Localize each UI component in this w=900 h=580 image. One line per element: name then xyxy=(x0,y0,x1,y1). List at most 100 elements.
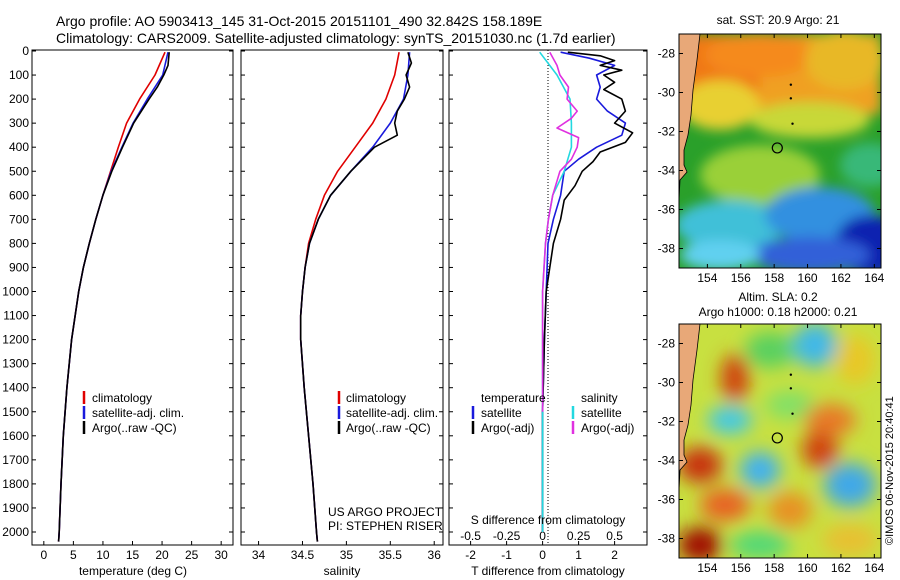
map-x-tick-label: 154 xyxy=(697,561,717,575)
legend-label-argo: Argo(..raw -QC) xyxy=(92,421,177,435)
australia-coastline-land xyxy=(679,34,700,268)
series-line-s-satellite xyxy=(539,51,573,532)
series-line-t-argo-adj- xyxy=(541,51,634,532)
sla-map: Altim. SLA: 0.2 Argo h1000: 0.18 h2000: … xyxy=(658,290,885,575)
series-line-argo-raw-qc- xyxy=(299,51,413,542)
x-tick-label: -1 xyxy=(501,548,512,562)
map-x-tick-label: 164 xyxy=(864,271,884,285)
x-tick-label: 35.5 xyxy=(379,548,403,562)
x-tick-label: 10 xyxy=(96,548,110,562)
legend-title-temperature: temperature xyxy=(481,391,546,405)
y-tick-label: 1800 xyxy=(2,477,29,491)
australia-coastline-land xyxy=(679,324,700,558)
figure-title-line1: Argo profile: AO 5903413_145 31-Oct-2015… xyxy=(56,13,542,29)
y-tick-label: 0 xyxy=(22,44,29,58)
y-tick-label: 1500 xyxy=(2,405,29,419)
legend-label-satellite: satellite-adj. clim. xyxy=(346,406,438,420)
series-line-climatology xyxy=(299,52,400,542)
x-tick-label: -2 xyxy=(465,548,476,562)
map-x-tick-label: 160 xyxy=(798,271,818,285)
map-y-tick-label: -38 xyxy=(658,532,676,546)
x-tick-label: 15 xyxy=(126,548,140,562)
map-x-tick-label: 158 xyxy=(764,561,784,575)
s-tick-label: 0 xyxy=(539,529,546,543)
map-x-tick-label: 158 xyxy=(764,271,784,285)
track-point xyxy=(789,83,793,86)
map-x-tick-label: 156 xyxy=(731,561,751,575)
y-tick-label: 1100 xyxy=(3,309,29,323)
y-tick-label: 400 xyxy=(9,140,29,154)
x-tick-label: 0 xyxy=(539,548,546,562)
x-tick-label: 1 xyxy=(575,548,582,562)
project-annotation: US ARGO PROJECT xyxy=(328,505,443,519)
series-line-t-satellite xyxy=(541,51,627,532)
coastline xyxy=(679,34,701,201)
x-tick-label: 34.5 xyxy=(291,548,315,562)
y-tick-label: 2000 xyxy=(2,525,29,539)
legend-label-climatology: climatology xyxy=(346,391,406,405)
sla-map-frame xyxy=(678,323,882,559)
track-point xyxy=(789,97,793,100)
series-line-argo-raw-qc- xyxy=(57,52,170,542)
sla-field xyxy=(679,324,881,558)
y-tick-label: 600 xyxy=(9,188,29,202)
track-point xyxy=(789,373,793,376)
y-tick-label: 100 xyxy=(9,68,29,82)
x-tick-label: 2 xyxy=(611,548,618,562)
y-tick-label: 700 xyxy=(9,212,29,226)
y-tick-label: 1400 xyxy=(2,381,29,395)
x-tick-label: 5 xyxy=(70,548,77,562)
y-tick-label: 1900 xyxy=(2,501,29,515)
s-difference-label: S difference from climatology xyxy=(471,513,626,527)
temperature-panel: 0100200300400500600700800900100011001200… xyxy=(2,44,234,578)
map-y-tick-label: -36 xyxy=(658,493,676,507)
map-y-tick-label: -32 xyxy=(658,125,676,139)
x-tick-label: 30 xyxy=(214,548,228,562)
x-tick-label: 20 xyxy=(155,548,169,562)
legend-label-t-satellite: satellite xyxy=(481,406,522,420)
t-difference-label: T difference from climatology xyxy=(471,564,625,578)
argo-location-marker xyxy=(771,142,783,154)
x-tick-label: 35 xyxy=(340,548,354,562)
coastline xyxy=(679,324,701,491)
salinity-panel-frame xyxy=(240,49,444,546)
sst-map-title: sat. SST: 20.9 Argo: 21 xyxy=(717,13,840,27)
y-tick-label: 300 xyxy=(9,116,29,130)
s-tick-label: 0.5 xyxy=(606,529,623,543)
map-y-tick-label: -34 xyxy=(658,454,676,468)
y-tick-label: 900 xyxy=(9,260,29,274)
map-y-tick-label: -32 xyxy=(658,415,676,429)
temperature-legend: climatology satellite-adj. clim. Argo(..… xyxy=(82,391,184,435)
series-line-s-argo-adj- xyxy=(541,51,580,412)
track-point xyxy=(791,122,794,125)
x-tick-label: 36 xyxy=(428,548,442,562)
s-tick-label: -0.25 xyxy=(493,529,521,543)
map-y-tick-label: -36 xyxy=(658,203,676,217)
map-x-tick-label: 164 xyxy=(864,561,884,575)
figure-title-line2: Climatology: CARS2009. Satellite-adjuste… xyxy=(56,30,616,46)
sst-map-frame xyxy=(678,33,882,269)
salinity-legend: climatology satellite-adj. clim. Argo(..… xyxy=(337,391,438,435)
y-tick-label: 1600 xyxy=(2,429,29,443)
map-y-tick-label: -28 xyxy=(658,337,676,351)
map-y-tick-label: -28 xyxy=(658,47,676,61)
credit-footer: ©IMOS 06-Nov-2015 20:40:41 xyxy=(884,396,896,545)
map-x-tick-label: 156 xyxy=(731,271,751,285)
difference-panel: -2 -1 0 1 2 -0.5 -0.25 0 0.25 0.5 temperature sat… xyxy=(448,49,648,578)
map-y-tick-label: -30 xyxy=(658,376,676,390)
salinity-panel: 34 34.5 35 35.5 36 climatology satellite-adj… xyxy=(240,49,444,578)
track-point xyxy=(789,387,793,390)
y-tick-label: 1700 xyxy=(2,453,29,467)
map-x-tick-label: 154 xyxy=(697,271,717,285)
legend-label-t-argo: Argo(-adj) xyxy=(481,421,534,435)
y-tick-label: 1300 xyxy=(2,357,29,371)
sst-field xyxy=(679,34,881,268)
difference-legend: temperature satellite Argo(-adj) salinit… xyxy=(471,391,634,435)
legend-label-s-argo: Argo(-adj) xyxy=(581,421,634,435)
temperature-x-label: temperature (deg C) xyxy=(79,564,187,578)
map-x-tick-label: 162 xyxy=(831,561,851,575)
s-tick-label: 0.25 xyxy=(567,529,591,543)
track-point xyxy=(791,412,794,415)
sla-map-subtitle: Argo h1000: 0.18 h2000: 0.21 xyxy=(699,305,858,319)
